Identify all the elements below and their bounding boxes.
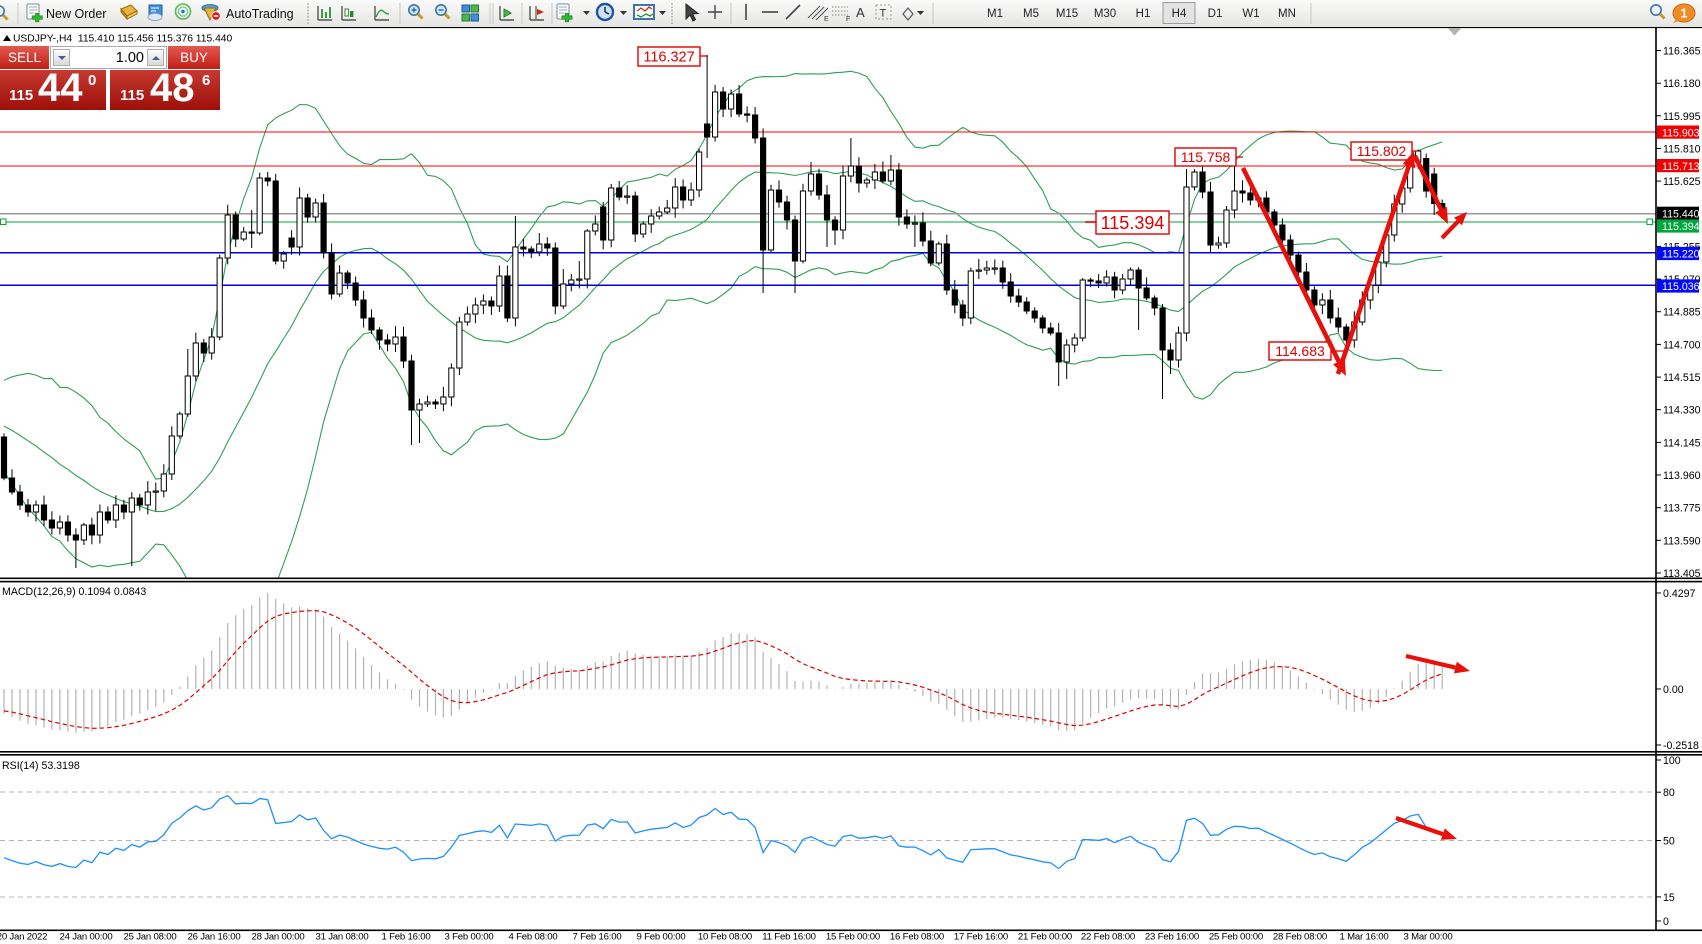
svg-text:15 Feb 00:00: 15 Feb 00:00 xyxy=(826,932,880,943)
svg-text:D1: D1 xyxy=(1208,8,1223,20)
svg-text:4 Feb 08:00: 4 Feb 08:00 xyxy=(508,932,557,943)
svg-text:M1: M1 xyxy=(987,8,1003,20)
svg-text:0.00: 0.00 xyxy=(1663,684,1684,696)
svg-text:E: E xyxy=(824,16,829,23)
svg-text:114.683: 114.683 xyxy=(1275,343,1325,359)
svg-text:0: 0 xyxy=(1663,916,1669,928)
svg-text:22 Feb 08:00: 22 Feb 08:00 xyxy=(1081,932,1135,943)
svg-text:116.327: 116.327 xyxy=(643,50,694,66)
svg-text:113.775: 113.775 xyxy=(1663,503,1701,515)
svg-text:25 Feb 00:00: 25 Feb 00:00 xyxy=(1209,932,1263,943)
svg-text:M15: M15 xyxy=(1056,8,1078,20)
svg-text:114.885: 114.885 xyxy=(1663,307,1701,319)
svg-text:116.180: 116.180 xyxy=(1663,78,1701,90)
svg-text:M5: M5 xyxy=(1023,8,1039,20)
svg-text:1 Mar 16:00: 1 Mar 16:00 xyxy=(1340,932,1389,943)
svg-text:T: T xyxy=(880,8,887,20)
svg-text:A: A xyxy=(856,5,865,20)
svg-text:3 Mar 00:00: 3 Mar 00:00 xyxy=(1404,932,1453,943)
svg-text:115.440: 115.440 xyxy=(1662,209,1700,221)
svg-text:10 Feb 08:00: 10 Feb 08:00 xyxy=(698,932,752,943)
svg-text:115.903: 115.903 xyxy=(1662,127,1700,139)
svg-text:114.330: 114.330 xyxy=(1663,405,1701,417)
svg-text:0.4297: 0.4297 xyxy=(1663,588,1696,600)
svg-text:113.960: 113.960 xyxy=(1663,470,1701,482)
svg-text:115.036: 115.036 xyxy=(1662,281,1700,293)
svg-text:3 Feb 00:00: 3 Feb 00:00 xyxy=(444,932,493,943)
svg-text:1: 1 xyxy=(1681,7,1688,21)
svg-text:23 Feb 16:00: 23 Feb 16:00 xyxy=(1145,932,1199,943)
svg-text:-0.2518: -0.2518 xyxy=(1663,740,1699,752)
svg-text:116.365: 116.365 xyxy=(1663,46,1701,58)
svg-text:9 Feb 00:00: 9 Feb 00:00 xyxy=(636,932,685,943)
svg-text:28 Jan 00:00: 28 Jan 00:00 xyxy=(251,932,304,943)
svg-text:W1: W1 xyxy=(1242,8,1259,20)
svg-text:MACD(12,26,9) 0.1094 0.0843: MACD(12,26,9) 0.1094 0.0843 xyxy=(2,586,146,598)
svg-text:100: 100 xyxy=(1663,755,1681,767)
svg-text:H1: H1 xyxy=(1136,8,1151,20)
svg-text:114.700: 114.700 xyxy=(1663,339,1701,351)
svg-text:115.802: 115.802 xyxy=(1357,143,1407,159)
svg-text:16 Feb 08:00: 16 Feb 08:00 xyxy=(890,932,944,943)
svg-text:F: F xyxy=(846,16,850,23)
svg-text:115.810: 115.810 xyxy=(1663,144,1701,156)
svg-text:AutoTrading: AutoTrading xyxy=(226,7,294,21)
svg-text:115.758: 115.758 xyxy=(1181,149,1231,165)
svg-text:11 Feb 16:00: 11 Feb 16:00 xyxy=(762,932,815,943)
svg-text:21 Feb 00:00: 21 Feb 00:00 xyxy=(1018,932,1072,943)
svg-text:MN: MN xyxy=(1278,8,1296,20)
svg-text:24 Jan 00:00: 24 Jan 00:00 xyxy=(59,932,112,943)
svg-text:50: 50 xyxy=(1663,836,1675,848)
svg-text:114.515: 114.515 xyxy=(1663,372,1701,384)
svg-text:New Order: New Order xyxy=(46,7,106,21)
svg-text:28 Feb 08:00: 28 Feb 08:00 xyxy=(1273,932,1327,943)
svg-text:114.145: 114.145 xyxy=(1663,437,1701,449)
svg-text:115.394: 115.394 xyxy=(1101,213,1165,233)
svg-text:115.713: 115.713 xyxy=(1662,161,1700,173)
svg-text:RSI(14) 53.3198: RSI(14) 53.3198 xyxy=(2,760,80,772)
svg-text:M30: M30 xyxy=(1094,8,1116,20)
svg-text:17 Feb 16:00: 17 Feb 16:00 xyxy=(954,932,1008,943)
svg-text:31 Jan 08:00: 31 Jan 08:00 xyxy=(315,932,368,943)
svg-text:7 Feb 16:00: 7 Feb 16:00 xyxy=(572,932,621,943)
svg-text:26 Jan 16:00: 26 Jan 16:00 xyxy=(187,932,240,943)
svg-text:115.220: 115.220 xyxy=(1662,249,1700,261)
svg-text:115.625: 115.625 xyxy=(1663,176,1701,188)
svg-text:113.590: 113.590 xyxy=(1663,535,1701,547)
svg-text:20 Jan 2022: 20 Jan 2022 xyxy=(0,932,47,943)
svg-text:80: 80 xyxy=(1663,787,1675,799)
svg-text:115.995: 115.995 xyxy=(1663,111,1701,123)
svg-text:H4: H4 xyxy=(1172,8,1187,20)
svg-text:15: 15 xyxy=(1663,892,1675,904)
svg-text:1 Feb 16:00: 1 Feb 16:00 xyxy=(381,932,430,943)
svg-text:115.394: 115.394 xyxy=(1662,221,1700,233)
svg-text:25 Jan 08:00: 25 Jan 08:00 xyxy=(123,932,176,943)
svg-text:113.405: 113.405 xyxy=(1663,568,1701,580)
svg-text:USDJPY-,H4 115.410 115.456 11: USDJPY-,H4 115.410 115.456 115.376 115.4… xyxy=(13,34,233,45)
